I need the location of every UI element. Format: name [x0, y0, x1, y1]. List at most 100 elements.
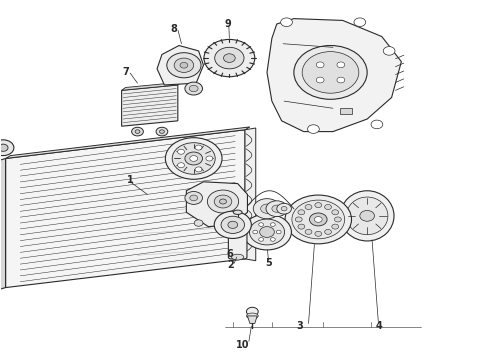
Circle shape	[332, 224, 339, 229]
Circle shape	[305, 204, 312, 210]
Circle shape	[207, 190, 239, 213]
Circle shape	[190, 156, 197, 161]
Circle shape	[277, 203, 292, 214]
Circle shape	[259, 238, 264, 241]
Ellipse shape	[346, 197, 388, 235]
Circle shape	[261, 204, 273, 213]
Polygon shape	[245, 128, 256, 261]
Circle shape	[298, 224, 305, 229]
Circle shape	[0, 144, 8, 151]
Polygon shape	[247, 316, 257, 323]
Circle shape	[223, 54, 235, 62]
Circle shape	[325, 204, 331, 210]
Circle shape	[315, 217, 322, 222]
Text: 9: 9	[224, 19, 231, 29]
Circle shape	[334, 217, 341, 222]
Circle shape	[292, 200, 344, 239]
Polygon shape	[0, 158, 5, 291]
Circle shape	[310, 213, 327, 226]
Circle shape	[159, 130, 164, 134]
Circle shape	[270, 238, 275, 241]
Circle shape	[285, 195, 351, 244]
Text: 3: 3	[296, 321, 303, 331]
Polygon shape	[340, 108, 352, 114]
Circle shape	[178, 149, 184, 154]
Ellipse shape	[246, 307, 258, 316]
Circle shape	[308, 125, 319, 134]
Circle shape	[325, 229, 331, 234]
Circle shape	[185, 152, 202, 165]
Circle shape	[195, 167, 202, 172]
Circle shape	[220, 199, 226, 204]
Circle shape	[253, 230, 258, 234]
Circle shape	[243, 214, 292, 250]
Circle shape	[302, 51, 359, 93]
Polygon shape	[5, 127, 250, 158]
Circle shape	[253, 199, 281, 219]
Circle shape	[294, 45, 367, 99]
Circle shape	[260, 226, 274, 237]
FancyBboxPatch shape	[228, 218, 247, 259]
Ellipse shape	[233, 210, 242, 215]
Circle shape	[185, 82, 202, 95]
Polygon shape	[122, 85, 178, 126]
Circle shape	[194, 220, 203, 226]
Circle shape	[204, 40, 255, 77]
Circle shape	[214, 211, 251, 238]
Circle shape	[383, 46, 395, 55]
Circle shape	[214, 195, 232, 208]
Circle shape	[315, 203, 322, 208]
Text: 6: 6	[226, 248, 233, 258]
Circle shape	[276, 230, 281, 234]
Text: 5: 5	[265, 258, 272, 268]
Ellipse shape	[231, 254, 244, 260]
Circle shape	[316, 62, 324, 68]
Circle shape	[371, 120, 383, 129]
Circle shape	[266, 201, 288, 217]
Circle shape	[249, 219, 285, 245]
Text: 2: 2	[227, 260, 234, 270]
Circle shape	[354, 18, 366, 27]
Circle shape	[165, 138, 222, 179]
Circle shape	[132, 127, 144, 136]
Circle shape	[172, 143, 215, 174]
Polygon shape	[267, 19, 401, 132]
Circle shape	[189, 85, 198, 92]
Circle shape	[360, 211, 374, 221]
Circle shape	[295, 217, 302, 222]
Circle shape	[185, 192, 202, 204]
Circle shape	[228, 221, 238, 228]
Circle shape	[195, 145, 202, 150]
Ellipse shape	[340, 191, 394, 241]
Polygon shape	[157, 45, 203, 85]
Polygon shape	[122, 82, 182, 90]
Circle shape	[178, 163, 184, 168]
Circle shape	[332, 210, 339, 215]
Circle shape	[135, 130, 140, 134]
Text: 7: 7	[122, 67, 129, 77]
Circle shape	[221, 216, 245, 233]
Circle shape	[337, 77, 345, 83]
Polygon shape	[5, 130, 245, 288]
Circle shape	[233, 218, 242, 225]
Circle shape	[298, 210, 305, 215]
Circle shape	[180, 62, 188, 68]
Circle shape	[270, 223, 275, 226]
Circle shape	[315, 231, 322, 236]
Circle shape	[305, 229, 312, 234]
Circle shape	[215, 47, 244, 69]
Circle shape	[281, 207, 287, 211]
Circle shape	[259, 223, 264, 226]
Text: 4: 4	[376, 321, 383, 331]
Text: 10: 10	[236, 340, 249, 350]
Circle shape	[281, 18, 293, 27]
Circle shape	[316, 77, 324, 83]
Circle shape	[272, 205, 282, 212]
Circle shape	[337, 62, 345, 68]
Circle shape	[0, 140, 14, 156]
Circle shape	[167, 53, 201, 78]
Circle shape	[174, 58, 194, 72]
Text: 1: 1	[127, 175, 134, 185]
Text: 8: 8	[171, 24, 177, 35]
Circle shape	[190, 195, 197, 201]
